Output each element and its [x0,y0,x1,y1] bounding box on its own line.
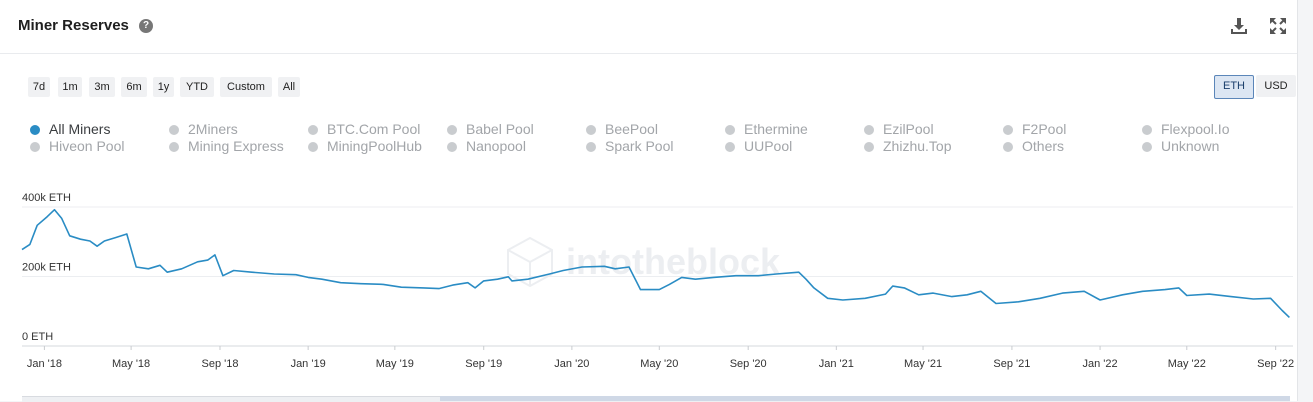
legend-item-2miners[interactable]: 2Miners [169,121,238,137]
legend-item-zhizhu-top[interactable]: Zhizhu.Top [864,138,951,154]
range-3m-button[interactable]: 3m [89,77,115,97]
legend-label: Unknown [1161,138,1220,154]
legend-item-miningpoolhub[interactable]: MiningPoolHub [308,138,422,154]
legend-item-ezilpool[interactable]: EzilPool [864,121,934,137]
legend-label: Others [1022,138,1065,154]
x-tick-label: Sep '21 [993,358,1030,370]
legend-dot-icon [725,125,735,135]
legend-item-uupool[interactable]: UUPool [725,138,792,154]
x-tick-label: Sep '18 [201,358,238,370]
range-1m-button[interactable]: 1m [58,77,82,97]
card-title: Miner Reserves [18,17,129,34]
miner-reserves-chart: 0 ETH 200k ETH 400k ETH Jan '18 May '18 Sep … [21,192,1294,370]
legend-label: MiningPoolHub [327,138,422,154]
range-7d-button[interactable]: 7d [28,77,50,97]
legend-label: All Miners [49,121,111,137]
x-tick-label: May '19 [376,358,414,370]
x-tick-label: Jan '20 [554,358,589,370]
legend-item-f2pool[interactable]: F2Pool [1003,121,1066,137]
legend-item-flexpool-io[interactable]: Flexpool.Io [1142,121,1229,137]
legend-dot-icon [30,125,40,135]
legend-label: Nanopool [466,138,526,154]
x-tick-label: May '20 [640,358,678,370]
x-tick-label: Jan '22 [1083,358,1118,370]
legend-dot-icon [308,142,318,152]
range-1y-button[interactable]: 1y [153,77,174,97]
range-6m-button[interactable]: 6m [121,77,147,97]
x-tick-label: Sep '22 [1257,358,1294,370]
x-tick-label: Jan '19 [291,358,326,370]
x-tick-label: Jan '18 [27,358,62,370]
unit-eth-button[interactable]: ETH [1214,75,1254,99]
x-tick-label: Jan '21 [819,358,854,370]
legend-item-beepool[interactable]: BeePool [586,121,658,137]
legend-label: BeePool [605,121,658,137]
legend-item-babel-pool[interactable]: Babel Pool [447,121,534,137]
legend-dot-icon [169,142,179,152]
legend-label: Babel Pool [466,121,534,137]
legend-dot-icon [1142,142,1152,152]
legend-dot-icon [864,142,874,152]
x-tick-label: Sep '20 [730,358,767,370]
x-tick-label: May '22 [1168,358,1206,370]
legend-dot-icon [586,142,596,152]
legend-dot-icon [1003,125,1013,135]
legend-item-mining-express[interactable]: Mining Express [169,138,284,154]
legend-dot-icon [1142,125,1152,135]
range-ytd-button[interactable]: YTD [180,77,214,97]
range-navigator-selection[interactable] [440,396,1290,401]
legend-label: Spark Pool [605,138,674,154]
legend-dot-icon [725,142,735,152]
legend-label: EzilPool [883,121,934,137]
legend-item-btc-com-pool[interactable]: BTC.Com Pool [308,121,420,137]
unit-usd-button[interactable]: USD [1256,75,1296,97]
legend-item-all-miners[interactable]: All Miners [30,121,110,137]
legend-dot-icon [447,125,457,135]
legend-label: Zhizhu.Top [883,138,952,154]
legend-dot-icon [447,142,457,152]
legend-item-spark-pool[interactable]: Spark Pool [586,138,673,154]
legend-dot-icon [864,125,874,135]
download-icon[interactable] [1229,16,1249,36]
y-tick-label: 200k ETH [22,262,71,274]
card-header: Miner Reserves ? [0,0,1297,54]
range-custom-button[interactable]: Custom [220,77,272,97]
x-tick-label: Sep '19 [465,358,502,370]
legend-item-others[interactable]: Others [1003,138,1064,154]
legend-label: UUPool [744,138,793,154]
legend-label: F2Pool [1022,121,1067,137]
help-icon[interactable]: ? [139,19,153,33]
range-all-button[interactable]: All [278,77,300,97]
legend-label: Flexpool.Io [1161,121,1230,137]
legend-dot-icon [586,125,596,135]
x-tick-label: May '21 [904,358,942,370]
expand-icon[interactable] [1268,16,1288,36]
x-tick-label: May '18 [112,358,150,370]
series-line-all-miners [21,208,1290,318]
legend-label: 2Miners [188,121,238,137]
legend-dot-icon [30,142,40,152]
y-tick-label: 400k ETH [22,192,71,204]
legend-item-unknown[interactable]: Unknown [1142,138,1219,154]
legend-item-nanopool[interactable]: Nanopool [447,138,526,154]
y-tick-label: 0 ETH [22,331,53,343]
legend-label: Ethermine [744,121,808,137]
legend-dot-icon [308,125,318,135]
legend-label: Mining Express [188,138,284,154]
legend-item-ethermine[interactable]: Ethermine [725,121,808,137]
legend-dot-icon [1003,142,1013,152]
legend-label: BTC.Com Pool [327,121,421,137]
legend-dot-icon [169,125,179,135]
legend-label: Hiveon Pool [49,138,125,154]
legend-item-hiveon-pool[interactable]: Hiveon Pool [30,138,125,154]
